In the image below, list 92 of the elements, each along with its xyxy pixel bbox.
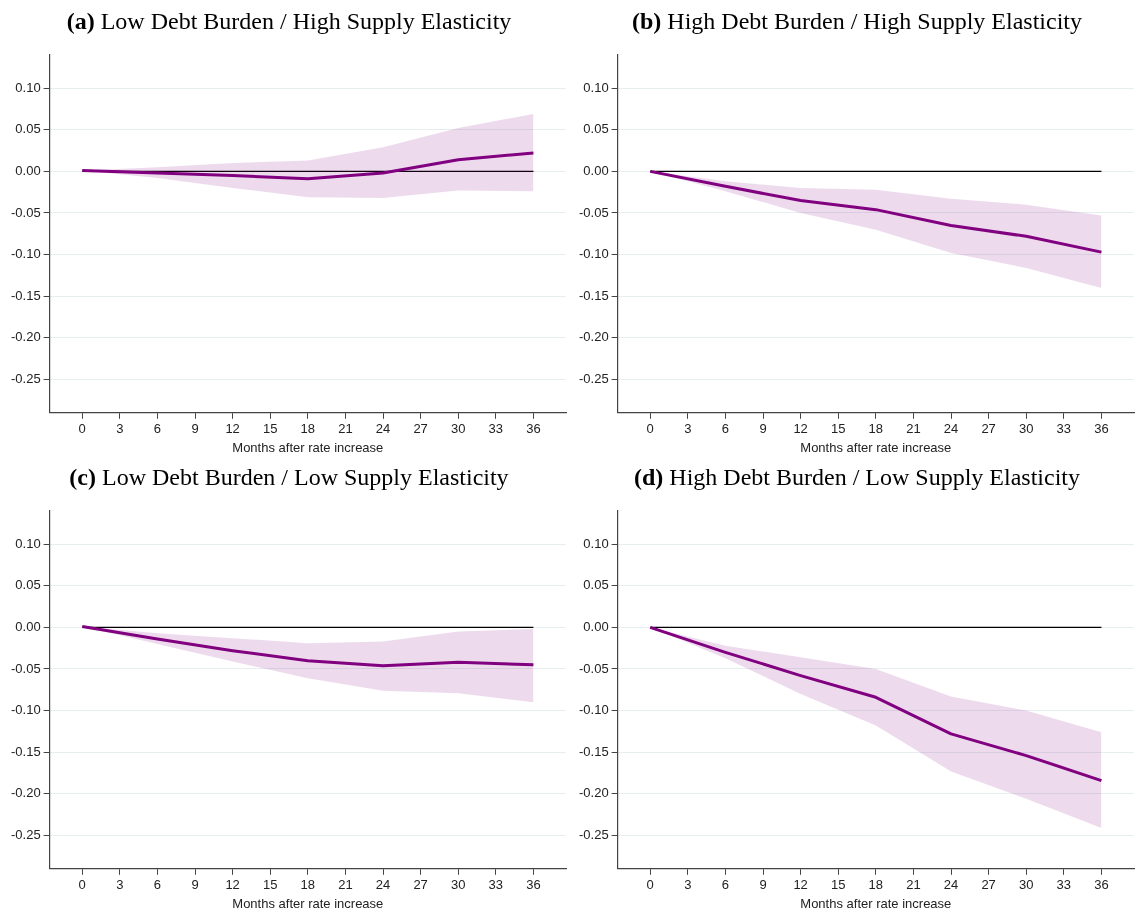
x-tick-label: 33 [488,877,504,893]
x-tick-label: 21 [338,421,353,437]
y-tick-label: 0.00 [583,618,609,634]
x-axis-title: Months after rate increase [232,895,384,911]
y-tick-label: -0.10 [10,246,41,262]
x-tick-label: 3 [116,421,124,437]
x-tick-label: 36 [1094,877,1109,893]
x-tick-label: 6 [153,421,162,437]
y-tick-label: -0.25 [10,371,41,387]
x-tick-label: 15 [262,421,278,437]
x-tick-label: 36 [526,421,541,437]
y-tick-label: -0.05 [10,204,41,220]
chart-title: (b) High Debt Burden / High Supply Elasticity [631,8,1083,36]
x-tick-label: 18 [868,877,884,893]
x-tick-label: 18 [300,877,316,893]
x-axis-title: Months after rate increase [800,439,952,455]
y-tick-label: 0.00 [15,618,41,634]
x-tick-label: 24 [375,421,391,437]
x-tick-label: 0 [646,877,654,893]
x-tick-label: 21 [906,421,921,437]
x-tick-label: 6 [721,421,730,437]
y-tick-label: -0.20 [578,329,609,345]
y-tick-label: -0.10 [578,702,609,718]
x-tick-label: 33 [1056,421,1072,437]
chart-title: (a) Low Debt Burden / High Supply Elasticity [65,8,513,36]
y-tick-label: -0.15 [578,743,609,759]
x-tick-label: 12 [225,877,240,893]
x-tick-label: 15 [830,877,846,893]
x-tick-label: 27 [981,421,996,437]
y-tick-label: -0.10 [10,702,41,718]
y-tick-label: 0.05 [583,577,609,593]
x-tick-label: 12 [793,877,808,893]
x-tick-label: 0 [646,421,654,437]
x-tick-label: 33 [1056,877,1072,893]
x-tick-label: 30 [450,877,466,893]
y-tick-label: -0.05 [10,660,41,676]
x-axis-title: Months after rate increase [232,439,384,455]
y-tick-label: 0.10 [583,535,609,551]
y-tick-label: -0.20 [10,785,41,801]
x-tick-label: 24 [943,877,959,893]
y-tick-label: 0.00 [583,162,609,178]
x-tick-label: 21 [338,877,353,893]
y-tick-label: 0.05 [15,577,41,593]
y-tick-label: -0.10 [578,246,609,262]
y-tick-label: 0.00 [15,162,41,178]
x-tick-label: 0 [78,877,86,893]
x-tick-label: 18 [300,421,316,437]
x-tick-label: 30 [1018,421,1034,437]
x-tick-label: 15 [830,421,846,437]
y-tick-label: -0.05 [578,660,609,676]
y-tick-label: -0.15 [10,743,41,759]
x-tick-label: 12 [225,421,240,437]
x-tick-label: 36 [526,877,541,893]
x-tick-label: 9 [759,421,767,437]
x-tick-label: 15 [262,877,278,893]
y-tick-label: -0.15 [578,287,609,303]
x-tick-label: 27 [413,421,428,437]
y-tick-label: 0.05 [15,121,41,137]
x-tick-label: 3 [116,877,124,893]
y-tick-label: 0.10 [583,79,609,95]
x-tick-label: 12 [793,421,808,437]
y-tick-label: -0.05 [578,204,609,220]
x-tick-label: 6 [153,877,162,893]
y-tick-label: -0.25 [578,371,609,387]
y-tick-label: -0.20 [10,329,41,345]
x-tick-label: 21 [906,877,921,893]
x-tick-label: 18 [868,421,884,437]
x-tick-label: 9 [759,877,767,893]
x-tick-label: 24 [375,877,391,893]
x-tick-label: 9 [191,421,199,437]
chart-title: (d) High Debt Burden / Low Supply Elasticity [633,464,1081,492]
x-tick-label: 27 [981,877,996,893]
x-tick-label: 9 [191,877,199,893]
y-tick-label: -0.20 [578,785,609,801]
chart-title: (c) Low Debt Burden / Low Supply Elasticity [68,464,510,492]
x-tick-label: 33 [488,421,504,437]
y-tick-label: -0.15 [10,287,41,303]
x-tick-label: 3 [684,877,692,893]
x-tick-label: 3 [684,421,692,437]
y-tick-label: -0.25 [578,827,609,843]
x-tick-label: 30 [450,421,466,437]
y-tick-label: 0.05 [583,121,609,137]
y-tick-label: 0.10 [15,79,41,95]
x-tick-label: 24 [943,421,959,437]
x-tick-label: 27 [413,877,428,893]
y-tick-label: 0.10 [15,535,41,551]
y-tick-label: -0.25 [10,827,41,843]
x-tick-label: 0 [78,421,86,437]
x-tick-label: 6 [721,877,730,893]
x-tick-label: 30 [1018,877,1034,893]
x-tick-label: 36 [1094,421,1109,437]
x-axis-title: Months after rate increase [800,895,952,911]
